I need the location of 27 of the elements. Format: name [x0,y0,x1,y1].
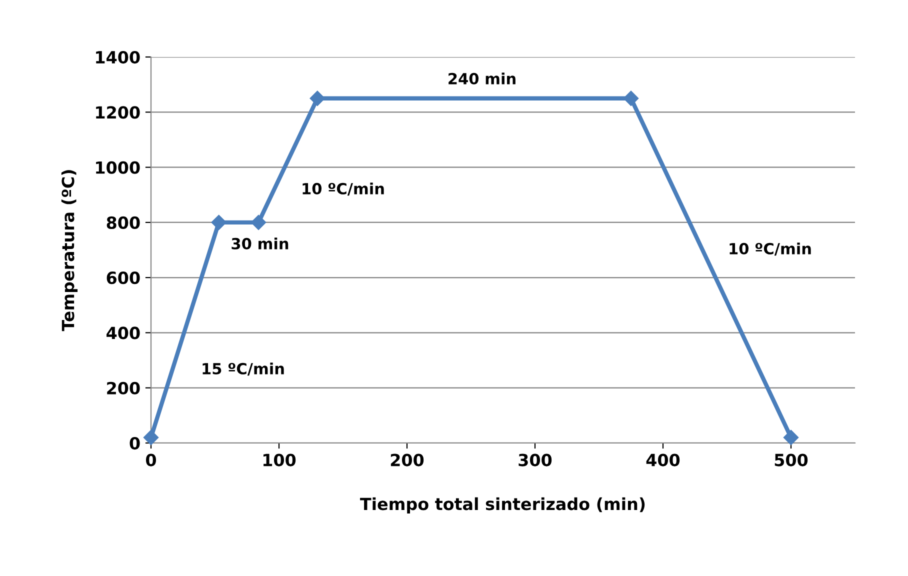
y-tick-label: 1400 [96,50,140,64]
x-tick-label: 300 [518,454,552,466]
y-tick-label: 1200 [96,106,140,119]
x-tick-label: 100 [263,454,296,466]
point [310,90,325,106]
x-tick-label: 0 [146,454,156,466]
point [623,90,639,106]
annotation: 240 min [448,72,516,84]
annotation: 15 ºC/min [202,362,284,376]
x-tick-label: 200 [390,454,424,466]
y-tick-label: 800 [106,216,140,229]
annotation: 10 ºC/min [302,182,384,196]
x-tick-label: 500 [774,454,808,466]
x-axis-title: Tiempo total sinterizado (min) [360,497,645,514]
x-tick-label: 400 [646,454,680,466]
y-tick-label: 400 [106,326,140,340]
y-tick-label: 600 [106,272,140,284]
annotation: 10 ºC/min [730,242,811,256]
y-tick-label: 0 [130,436,140,450]
point [783,430,799,446]
point [211,214,226,230]
point [143,430,159,446]
point [250,214,266,230]
y-axis-title: Temperatura (ºC) [61,170,78,332]
y-tick-label: 1000 [96,161,140,174]
annotation: 30 min [232,238,288,250]
y-tick-label: 200 [107,382,140,394]
